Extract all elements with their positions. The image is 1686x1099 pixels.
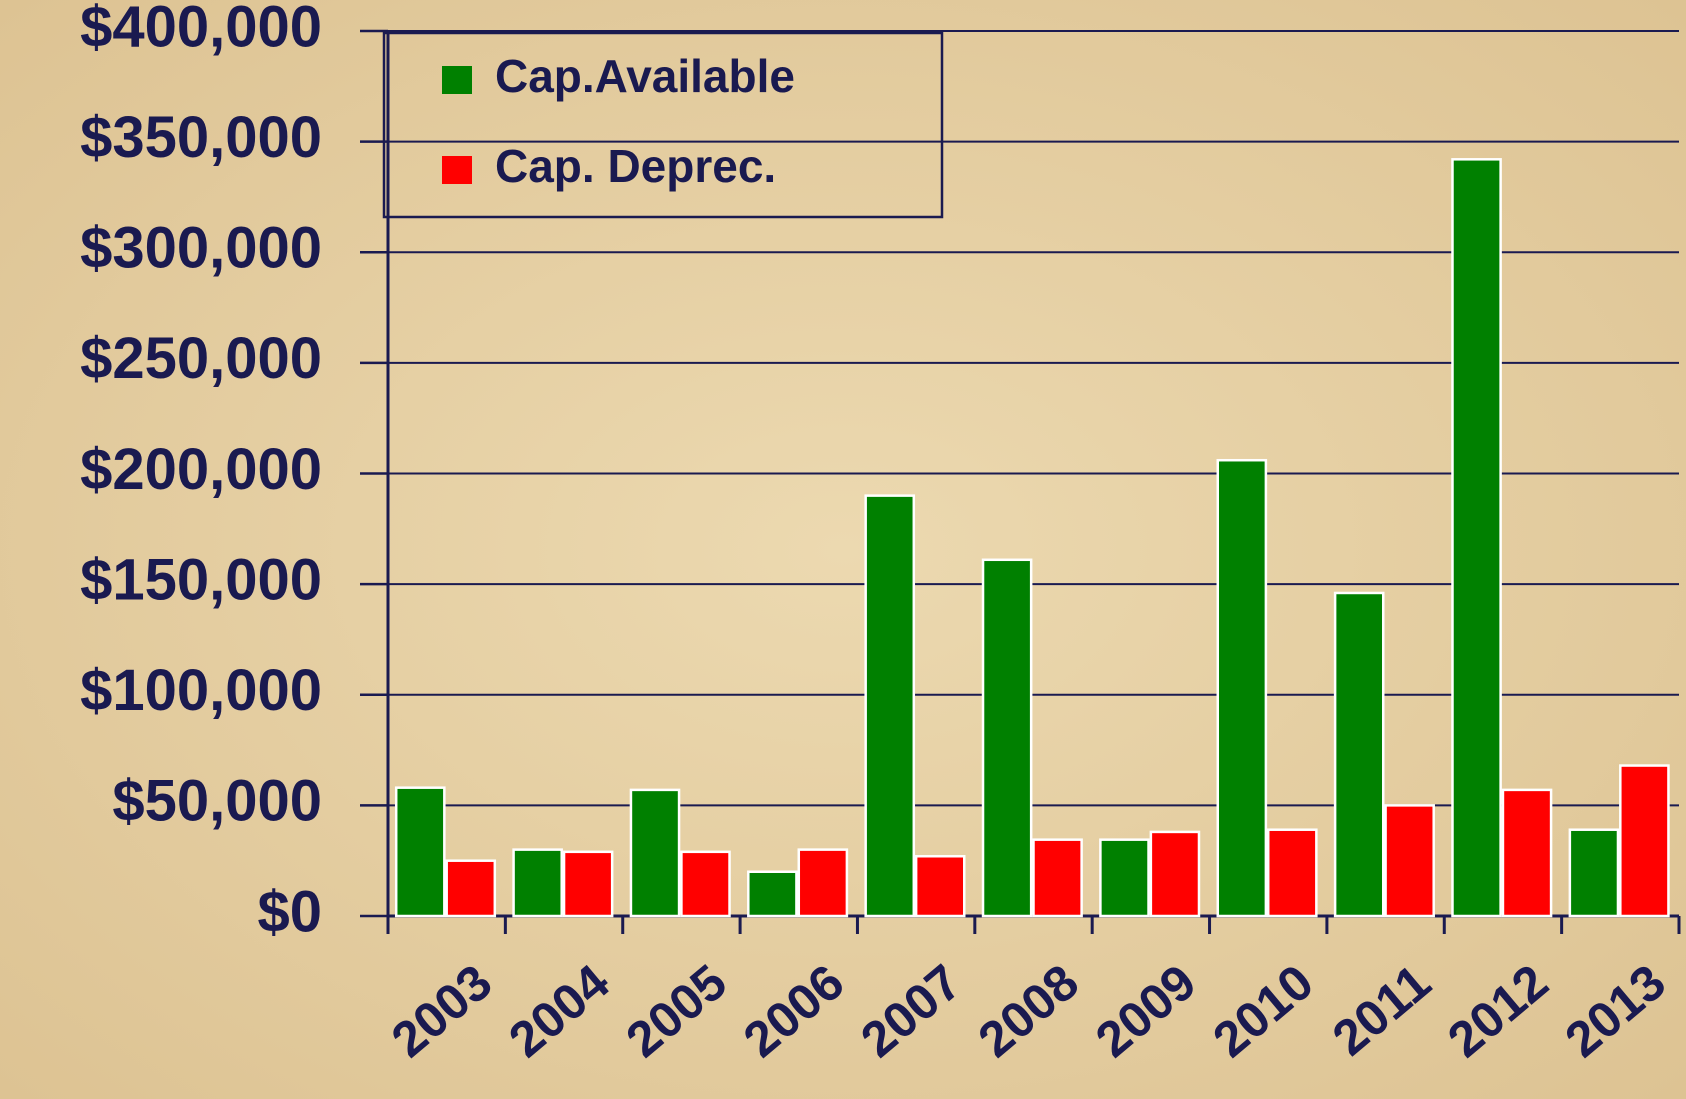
y-tick-label: $300,000 <box>80 216 322 281</box>
legend-box <box>382 31 944 219</box>
bar <box>512 848 563 918</box>
bar <box>394 786 446 918</box>
y-tick-label: $400,000 <box>80 0 322 59</box>
y-tick-label: $200,000 <box>80 437 322 502</box>
bar <box>914 855 966 918</box>
y-tick-label: $100,000 <box>80 658 322 723</box>
bar <box>1149 830 1201 918</box>
bar <box>1619 764 1670 918</box>
legend-swatch <box>442 156 472 184</box>
bar <box>1333 591 1385 918</box>
bar <box>1216 458 1268 918</box>
y-tick-label: $250,000 <box>80 326 322 391</box>
bar <box>1032 838 1083 918</box>
bar <box>981 558 1033 918</box>
bar <box>1384 804 1435 918</box>
y-tick-label: $50,000 <box>112 769 322 834</box>
legend: Cap.Available Cap. Deprec. <box>382 31 944 219</box>
y-tick-label: $350,000 <box>80 105 322 170</box>
bar <box>680 850 731 918</box>
y-tick-label: $150,000 <box>80 547 322 612</box>
bar <box>1501 788 1553 918</box>
bar <box>629 788 681 918</box>
bar <box>1266 828 1318 918</box>
legend-label: Cap. Deprec. <box>495 140 776 192</box>
bar <box>562 850 614 918</box>
bar <box>1568 828 1620 918</box>
bar <box>1451 158 1502 918</box>
bar <box>1099 838 1150 918</box>
bar <box>747 870 798 918</box>
bar <box>445 859 497 918</box>
bar <box>797 848 849 918</box>
bar <box>864 494 916 918</box>
y-tick-label: $0 <box>257 879 322 944</box>
legend-label: Cap.Available <box>495 50 795 102</box>
legend-swatch <box>442 66 472 94</box>
